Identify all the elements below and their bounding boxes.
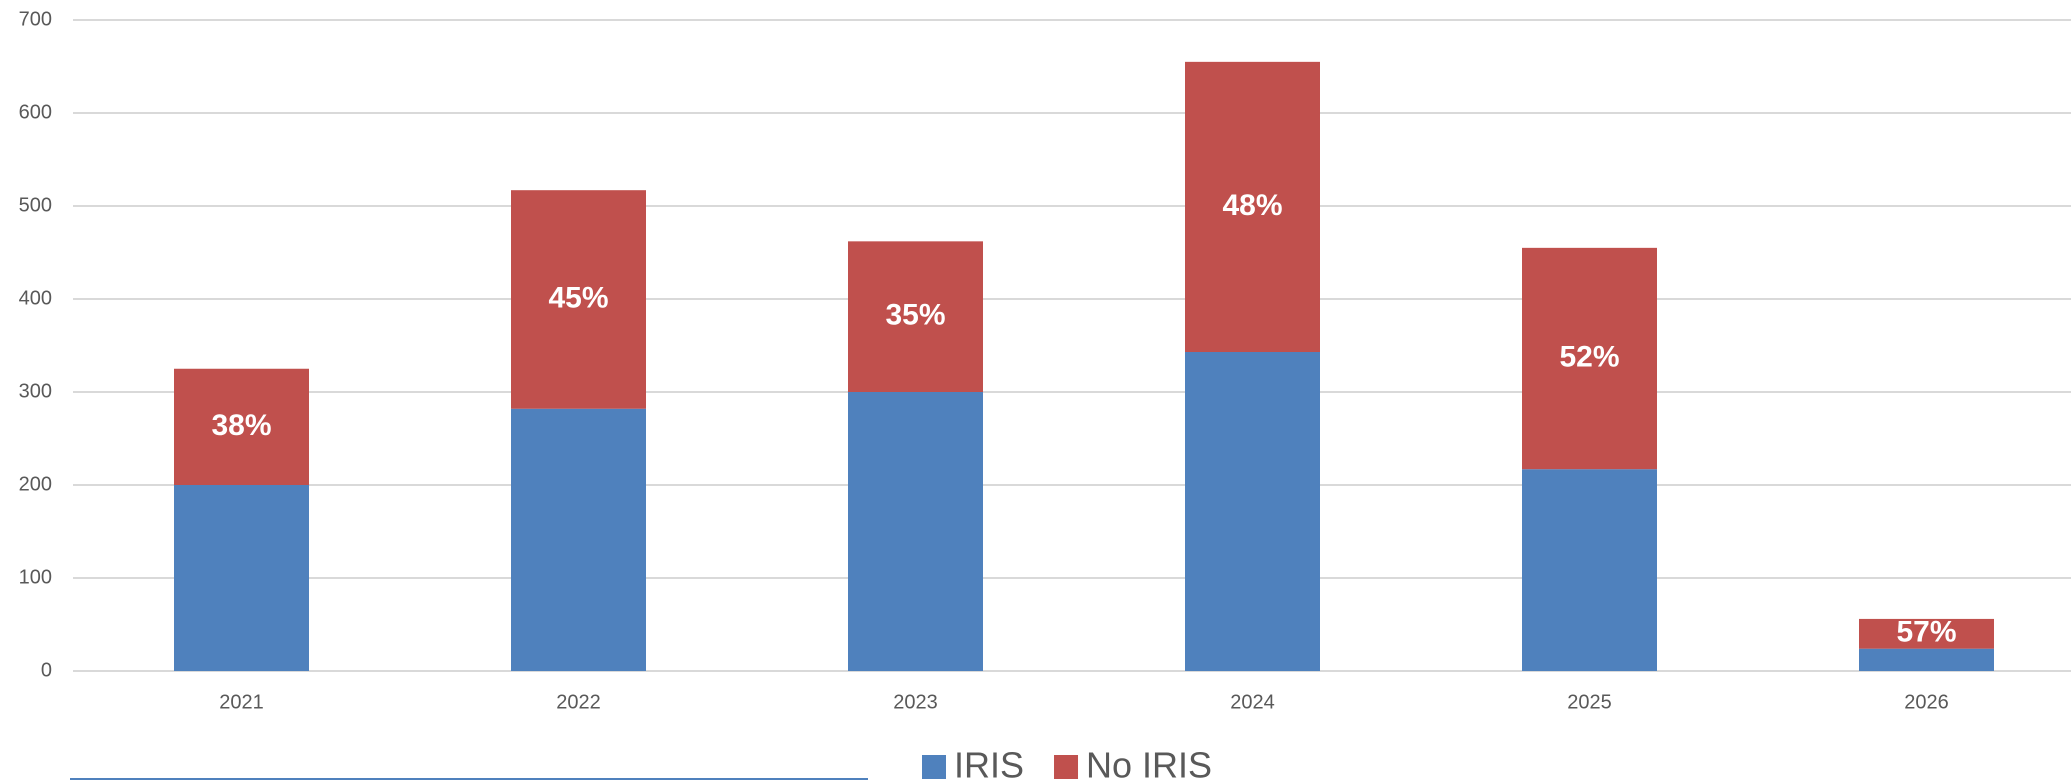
data-label: 48% — [1222, 189, 1282, 222]
legend-swatch — [922, 755, 946, 779]
bar-segment — [174, 485, 309, 671]
bar-segment — [511, 190, 646, 409]
x-tick-label: 2026 — [1904, 691, 1949, 713]
data-label: 45% — [548, 281, 608, 314]
x-tick-label: 2023 — [893, 691, 938, 713]
bar-segment — [848, 392, 983, 671]
bar-segment — [848, 241, 983, 392]
bar-segment — [1859, 648, 1994, 671]
y-tick-label: 600 — [19, 101, 52, 123]
bar-segment — [174, 368, 309, 485]
bar-segment — [511, 408, 646, 671]
x-tick-label: 2025 — [1567, 691, 1612, 713]
data-label: 35% — [885, 299, 945, 332]
bar-segment — [1185, 61, 1320, 353]
y-tick-label: 500 — [19, 194, 52, 216]
legend-label: No IRIS — [1086, 745, 1212, 781]
legend-label: IRIS — [954, 745, 1024, 781]
y-tick-label: 0 — [41, 659, 52, 681]
data-label: 52% — [1559, 340, 1619, 373]
x-tick-label: 2022 — [556, 691, 601, 713]
x-tick-label: 2021 — [219, 691, 264, 713]
bar-segment — [1859, 618, 1994, 649]
bar-segment — [1522, 247, 1657, 470]
x-tick-label: 2024 — [1230, 691, 1275, 713]
y-tick-label: 700 — [19, 8, 52, 30]
y-tick-label: 100 — [19, 566, 52, 588]
y-tick-label: 300 — [19, 380, 52, 402]
legend-swatch — [1054, 755, 1079, 779]
y-tick-label: 200 — [19, 473, 52, 495]
bar-segment — [1185, 352, 1320, 671]
bar-segment — [1522, 469, 1657, 671]
data-label: 57% — [1896, 616, 1956, 649]
data-label: 38% — [211, 409, 271, 442]
y-tick-label: 400 — [19, 287, 52, 309]
